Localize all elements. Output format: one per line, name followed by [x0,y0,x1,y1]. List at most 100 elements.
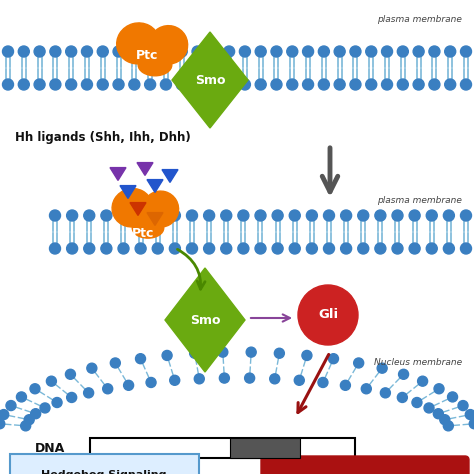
Circle shape [418,376,428,386]
Text: Ptc: Ptc [132,227,154,239]
Circle shape [238,243,249,254]
Circle shape [443,243,455,254]
Circle shape [186,210,198,221]
Circle shape [204,243,215,254]
Circle shape [82,79,92,90]
Circle shape [328,354,338,364]
Circle shape [84,210,95,221]
Circle shape [118,210,129,221]
Circle shape [341,210,352,221]
Circle shape [409,243,420,254]
Circle shape [238,210,249,221]
Circle shape [18,79,29,90]
Circle shape [145,46,155,57]
Circle shape [135,243,146,254]
Circle shape [136,354,146,364]
Circle shape [287,79,298,90]
Circle shape [319,46,329,57]
Circle shape [204,210,215,221]
Circle shape [426,210,437,221]
Circle shape [298,285,358,345]
Circle shape [397,46,408,57]
Circle shape [50,46,61,57]
Circle shape [445,79,456,90]
Circle shape [46,376,56,386]
Circle shape [84,243,95,254]
Circle shape [67,392,77,402]
Circle shape [224,46,235,57]
Polygon shape [165,268,245,372]
Circle shape [302,46,314,57]
Circle shape [87,363,97,373]
Circle shape [65,369,75,379]
Polygon shape [147,213,163,226]
Circle shape [409,210,420,221]
Circle shape [433,409,443,419]
Text: Smo: Smo [195,73,225,86]
Circle shape [34,79,45,90]
Circle shape [160,79,172,90]
Text: Gli: Gli [318,309,338,321]
Text: plasma membrane: plasma membrane [377,196,462,205]
Bar [230,438,300,458]
Circle shape [239,79,250,90]
Circle shape [221,210,232,221]
Circle shape [429,46,440,57]
Circle shape [366,79,377,90]
Circle shape [465,410,474,419]
Circle shape [169,243,181,254]
Circle shape [302,79,314,90]
Circle shape [429,79,440,90]
Circle shape [162,350,172,360]
Circle shape [218,347,228,357]
Circle shape [255,210,266,221]
Circle shape [443,210,455,221]
Circle shape [323,210,335,221]
Circle shape [272,210,283,221]
Circle shape [287,46,298,57]
Ellipse shape [143,191,179,227]
Text: plasma membrane: plasma membrane [377,15,462,24]
Ellipse shape [117,23,160,64]
Circle shape [413,46,424,57]
Circle shape [113,79,124,90]
Polygon shape [162,170,178,182]
Circle shape [221,243,232,254]
Circle shape [194,374,204,384]
Circle shape [319,79,329,90]
Circle shape [129,46,140,57]
Circle shape [334,46,345,57]
Text: DNA: DNA [35,441,65,455]
Circle shape [152,243,163,254]
Circle shape [426,243,437,254]
Circle shape [461,210,472,221]
Circle shape [354,358,364,368]
Circle shape [424,403,434,413]
Circle shape [271,79,282,90]
Circle shape [135,210,146,221]
Circle shape [380,388,391,398]
Circle shape [469,419,474,429]
Circle shape [49,210,61,221]
Circle shape [145,79,155,90]
Circle shape [129,79,140,90]
Circle shape [176,79,187,90]
Circle shape [358,210,369,221]
Circle shape [440,415,450,425]
Circle shape [246,347,256,357]
Circle shape [83,388,94,398]
Circle shape [318,377,328,387]
Circle shape [192,79,203,90]
Circle shape [443,421,453,431]
Text: Smo: Smo [190,313,220,327]
Circle shape [110,358,120,368]
Circle shape [190,348,200,358]
Circle shape [255,243,266,254]
Circle shape [0,419,5,429]
Circle shape [366,46,377,57]
Circle shape [461,243,472,254]
Circle shape [170,375,180,385]
Circle shape [31,409,41,419]
Circle shape [270,374,280,384]
Circle shape [67,243,78,254]
